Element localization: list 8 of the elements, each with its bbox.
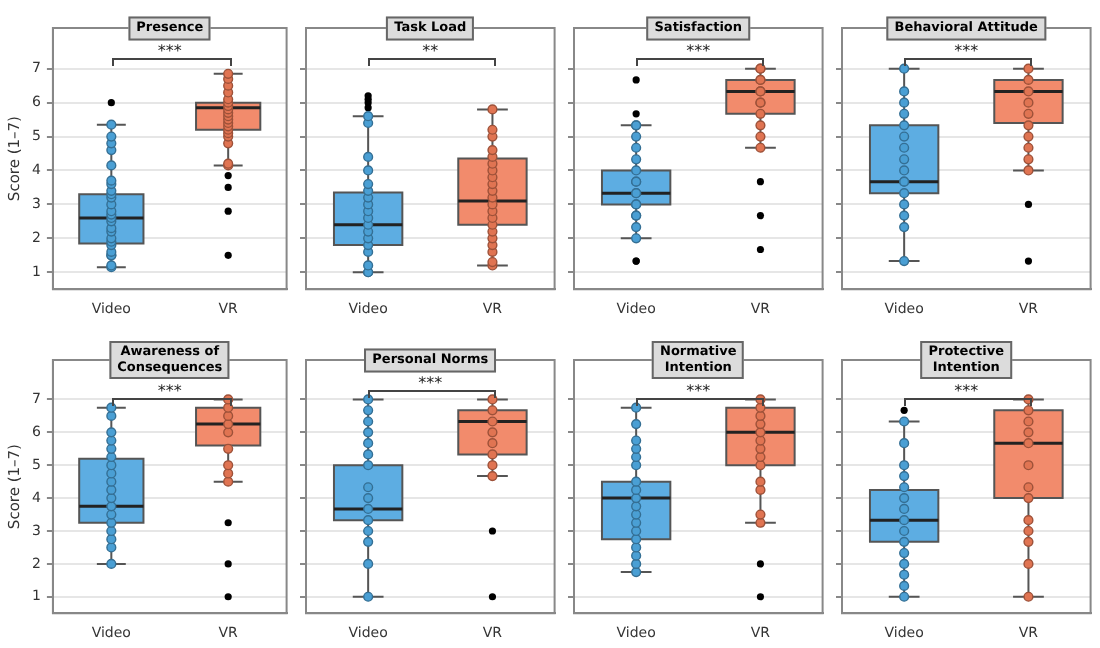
annotation: ***	[686, 42, 711, 60]
annotation: ***	[686, 381, 711, 399]
annotation: **	[422, 42, 439, 60]
annotation: ***	[954, 381, 979, 399]
annotation: ***	[418, 374, 443, 392]
annotation: ***	[157, 42, 182, 60]
annotation: ***	[954, 42, 979, 60]
annotation: ***	[157, 381, 182, 399]
